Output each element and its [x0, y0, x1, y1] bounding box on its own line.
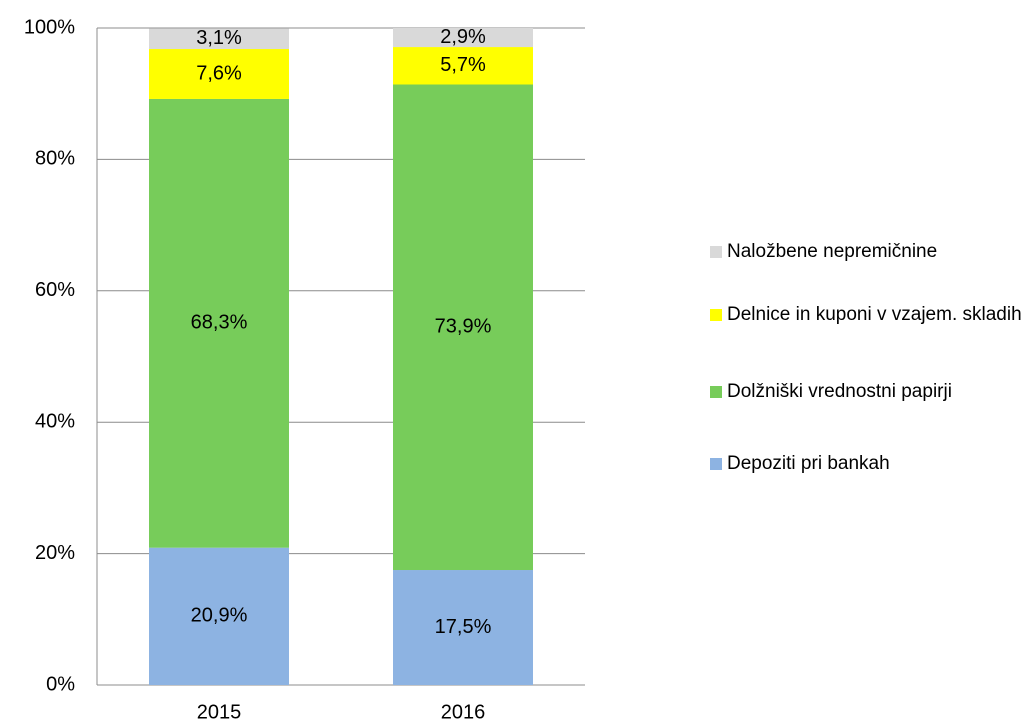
data-label: 68,3%	[191, 312, 248, 334]
data-label: 5,7%	[440, 54, 486, 76]
legend-item: Naložbene nepremičnine	[710, 240, 1028, 263]
bar-segment	[393, 570, 533, 685]
legend: Depoziti pri bankah Dolžniški vrednostni …	[710, 0, 1030, 726]
bar-segment	[393, 47, 533, 85]
bar-segment	[149, 547, 289, 685]
legend-swatch	[710, 309, 722, 321]
legend-item: Delnice in kuponi v vzajem. skladih	[710, 303, 1028, 326]
data-label: 7,6%	[196, 62, 242, 84]
legend-label: Dolžniški vrednostni papirji	[727, 381, 952, 402]
y-tick-label: 20%	[35, 542, 75, 564]
y-tick-label: 0%	[46, 673, 75, 695]
bar-segment	[393, 84, 533, 571]
x-tick-label: 2016	[441, 701, 486, 723]
legend-label: Depoziti pri bankah	[727, 453, 890, 474]
y-tick-label: 40%	[35, 410, 75, 432]
data-label: 20,9%	[191, 605, 248, 627]
data-label: 73,9%	[435, 316, 492, 338]
data-label: 2,9%	[440, 26, 486, 48]
legend-swatch	[710, 386, 722, 398]
bar-segment	[149, 49, 289, 99]
x-tick-label: 2015	[197, 701, 242, 723]
legend-item: Depoziti pri bankah	[710, 452, 1028, 475]
legend-swatch	[710, 458, 722, 470]
legend-item: Dolžniški vrednostni papirji	[710, 380, 1028, 403]
y-tick-label: 100%	[24, 16, 75, 38]
bar-segment	[149, 28, 289, 50]
data-label: 17,5%	[435, 616, 492, 638]
legend-swatch	[710, 246, 722, 258]
legend-label: Delnice in kuponi v vzajem. skladih	[727, 304, 1022, 325]
bar-segment	[149, 98, 289, 548]
bar-segment	[393, 28, 533, 48]
y-tick-label: 80%	[35, 148, 75, 170]
y-tick-label: 60%	[35, 279, 75, 301]
data-label: 3,1%	[196, 27, 242, 49]
legend-label: Naložbene nepremičnine	[727, 241, 938, 262]
